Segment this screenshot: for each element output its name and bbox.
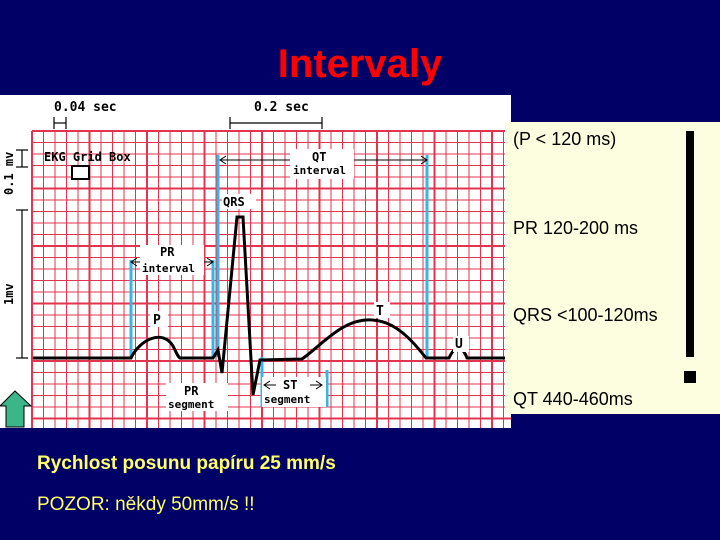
- qt-sub-label: interval: [293, 164, 346, 177]
- ekg-trace: [33, 215, 511, 396]
- pr-segment-sub-label: segment: [168, 398, 214, 411]
- range-bar: [686, 131, 694, 357]
- up-arrow-icon[interactable]: [0, 390, 33, 428]
- pr-segment-label: PR: [184, 384, 199, 398]
- grid-box-label: EKG Grid Box: [44, 150, 131, 164]
- pr-label-bg: [140, 245, 204, 275]
- pr-sub-label: interval: [142, 262, 195, 275]
- voltage-small-label: 0.1 mv: [2, 152, 16, 195]
- ekg-diagram: 0.04 sec 0.2 sec 0.1 mv 1mv EKG Grid Box…: [0, 95, 511, 428]
- u-wave-label: U: [455, 337, 463, 352]
- slide-title: Intervaly: [277, 42, 443, 86]
- qt-label: QT: [312, 150, 326, 164]
- voltage-large-label: 1mv: [2, 283, 16, 305]
- p-wave-duration: (P < 120 ms): [513, 129, 617, 149]
- time-scale: [53, 117, 323, 129]
- p-wave-label: P: [153, 313, 161, 328]
- interval-info-box: (P < 120 ms) PR 120-200 ms QRS <100-120m…: [505, 122, 720, 414]
- u-label-bg: [453, 336, 469, 352]
- range-marker: [684, 371, 696, 383]
- paper-speed-text: Rychlost posunu papíru 25 mm/s: [37, 453, 336, 474]
- t-label-bg: [374, 302, 390, 318]
- st-segment-arrow: [263, 380, 323, 390]
- qrs-duration: QRS <100-120ms: [513, 305, 658, 325]
- time-small-label: 0.04 sec: [54, 100, 117, 115]
- p-label-bg: [150, 311, 168, 327]
- voltage-scale: [16, 149, 28, 359]
- qrs-label-bg: [222, 194, 256, 209]
- t-wave-label: T: [376, 304, 384, 319]
- paper-speed-warning: POZOR: někdy 50mm/s !!: [37, 494, 255, 515]
- st-segment-label: ST: [283, 378, 297, 392]
- pr-duration: PR 120-200 ms: [513, 218, 639, 238]
- st-segment-sub-label: segment: [264, 393, 310, 406]
- time-large-label: 0.2 sec: [254, 100, 309, 115]
- pr-segment-bg: [166, 383, 228, 411]
- ekg-figure: 0.04 sec 0.2 sec 0.1 mv 1mv EKG Grid Box…: [0, 100, 511, 428]
- grid-box-sample: [71, 165, 90, 180]
- qt-label-bg: [290, 149, 354, 179]
- st-segment-bg: [262, 377, 326, 407]
- qrs-label: QRS: [223, 195, 245, 209]
- pr-label: PR: [160, 245, 175, 259]
- qt-duration: QT 440-460ms: [513, 389, 633, 409]
